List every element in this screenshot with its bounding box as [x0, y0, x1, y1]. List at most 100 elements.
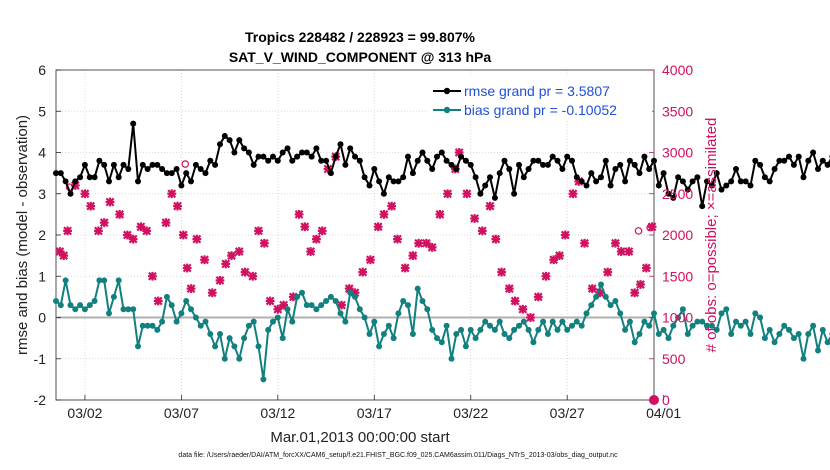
- rmse-point: [289, 157, 296, 164]
- rmse-point: [675, 174, 682, 181]
- rmse-point: [800, 174, 807, 181]
- obs-assimilated-point: [616, 247, 626, 256]
- bias-point: [352, 293, 358, 300]
- bias-point: [135, 343, 141, 350]
- bias-point: [159, 318, 166, 325]
- rmse-point: [236, 137, 243, 144]
- bias-point: [130, 306, 137, 313]
- series: [53, 120, 830, 383]
- rmse-point: [520, 174, 527, 181]
- bias-point: [347, 289, 354, 296]
- rmse-point: [795, 153, 802, 160]
- rmse-point: [511, 190, 518, 197]
- bias-point: [520, 318, 527, 325]
- obs-assimilated-point: [215, 275, 225, 285]
- rmse-point: [81, 161, 88, 168]
- rmse-point: [781, 157, 788, 164]
- obs-assimilated-point: [435, 209, 445, 219]
- rmse-point: [178, 182, 185, 189]
- bias-point: [525, 326, 532, 333]
- obs-assimilated-point: [186, 284, 196, 294]
- bias-point: [86, 302, 93, 309]
- obs-assimilated-point: [555, 251, 564, 261]
- bias-point: [805, 331, 812, 337]
- legend-bias-marker: [443, 106, 451, 114]
- bias-point: [168, 302, 175, 309]
- bias-point: [660, 326, 667, 333]
- obs-assimilated-point: [427, 242, 437, 252]
- bias-point: [409, 331, 416, 337]
- bias-point: [795, 331, 802, 337]
- rmse-point: [245, 149, 252, 156]
- obs-assimilated-point: [178, 230, 188, 240]
- obs-assimilated-point: [387, 201, 397, 211]
- obs-assimilated-point: [366, 255, 375, 265]
- rmse-point: [356, 157, 363, 164]
- rmse-point: [453, 166, 460, 172]
- x-tick-label: 03/17: [357, 405, 392, 421]
- bias-point: [622, 326, 629, 333]
- x-tick-label: 03/07: [164, 405, 199, 421]
- obs-assimilated-point: [105, 197, 115, 207]
- y-tick-label-left: -2: [34, 392, 47, 408]
- y-tick-label-right: 500: [662, 351, 686, 367]
- rmse-point: [96, 157, 103, 164]
- bias-point: [149, 322, 156, 329]
- obs-assimilated-point: [294, 209, 304, 219]
- bias-point: [192, 314, 199, 321]
- rmse-point: [385, 174, 392, 181]
- obs-assimilated-point: [400, 263, 410, 273]
- rmse-point: [231, 149, 238, 156]
- rmse-point: [400, 174, 407, 181]
- bias-point: [636, 331, 643, 337]
- bias-point: [742, 318, 749, 325]
- rmse-point: [409, 170, 416, 177]
- bias-point: [57, 302, 64, 309]
- data-file-footnote: data file: /Users/raeder/DAI/ATM_forcXX/…: [178, 452, 618, 459]
- bias-point: [699, 318, 706, 325]
- bias-point: [761, 335, 768, 342]
- rmse-point: [631, 161, 638, 168]
- bias-point: [453, 331, 460, 337]
- bias-point: [467, 326, 474, 333]
- rmse-point: [824, 161, 830, 168]
- bias-point: [506, 335, 513, 342]
- bias-point: [438, 339, 445, 346]
- bias-point: [602, 293, 609, 300]
- chart-subtitle: SAT_V_WIND_COMPONENT @ 313 hPa: [229, 49, 492, 65]
- rmse-point: [718, 186, 725, 193]
- bias-point: [429, 326, 436, 333]
- rmse-point: [135, 178, 141, 185]
- rmse-point: [308, 153, 315, 160]
- legend-box: [428, 76, 652, 120]
- rmse-point: [737, 178, 744, 185]
- rmse-point: [221, 133, 228, 139]
- rmse-point: [130, 120, 137, 127]
- y-tick-label-right: 0: [662, 392, 670, 408]
- bias-point: [651, 310, 657, 317]
- obs-assimilated-point: [317, 226, 327, 236]
- rmse-point: [646, 166, 653, 172]
- obs-assimilated-point: [379, 209, 389, 219]
- obs-assimilated-point: [312, 234, 321, 244]
- rmse-point: [665, 190, 672, 197]
- y-tick-label-left: 6: [38, 62, 46, 78]
- bias-point: [472, 335, 479, 342]
- y-tick-label-right: 1500: [662, 268, 693, 284]
- bias-point: [376, 343, 383, 350]
- rmse-point: [704, 178, 710, 185]
- rmse-point: [86, 174, 93, 181]
- bias-point: [110, 293, 117, 300]
- bias-point: [62, 277, 69, 284]
- rmse-point: [660, 170, 667, 177]
- rmse-point: [733, 166, 739, 172]
- obs-assimilated-point: [491, 234, 501, 244]
- rmse-point: [516, 161, 522, 168]
- obs-assimilated-point: [148, 271, 157, 281]
- obs-assimilated-point: [636, 280, 645, 289]
- bias-point: [708, 322, 715, 329]
- bias-point: [270, 318, 276, 325]
- legend-rmse-marker: [443, 87, 451, 95]
- bias-point: [366, 331, 373, 337]
